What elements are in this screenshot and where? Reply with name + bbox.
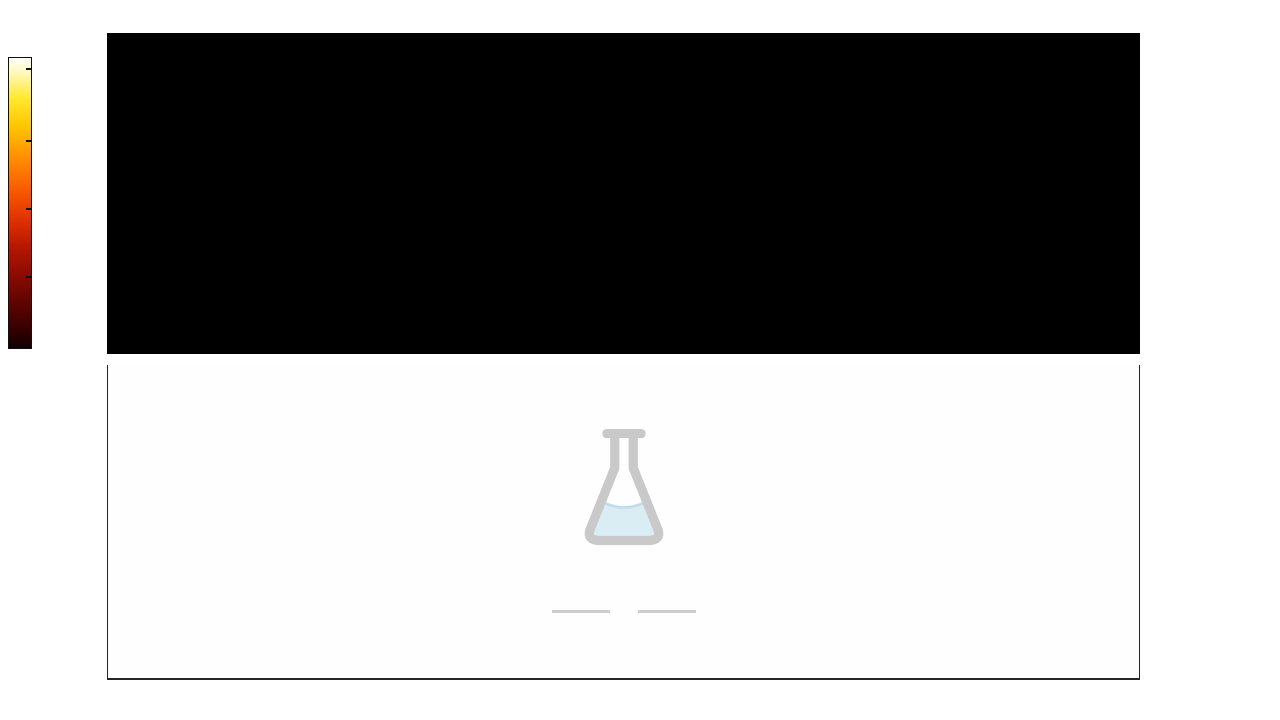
legend-line-swatch — [1146, 596, 1168, 599]
cvd-canvas — [108, 365, 1139, 678]
colorbar-tick — [26, 140, 32, 142]
legend-line-swatch — [1146, 575, 1168, 578]
volume-colorbar — [8, 57, 32, 349]
colorbar-tick — [26, 276, 32, 278]
cvd-legend — [1146, 545, 1176, 671]
legend-line-swatch — [1146, 554, 1168, 557]
legend-item-100-1k — [1146, 566, 1176, 587]
legend-item-all-orders — [1146, 545, 1176, 566]
legend-item-1k-10k — [1146, 587, 1176, 608]
colorbar-tick — [26, 208, 32, 210]
legend-item-1M-10M — [1146, 650, 1176, 671]
cvd-panel — [107, 365, 1140, 680]
heatmap-canvas — [108, 34, 1139, 353]
legend-line-swatch — [1146, 659, 1168, 662]
legend-item-10k-100k — [1146, 608, 1176, 629]
legend-item-100k-1M — [1146, 629, 1176, 650]
colorbar-tick — [26, 68, 32, 70]
orderbook-heatmap-panel — [107, 33, 1140, 354]
legend-line-swatch — [1146, 638, 1168, 641]
legend-line-swatch — [1146, 617, 1168, 620]
